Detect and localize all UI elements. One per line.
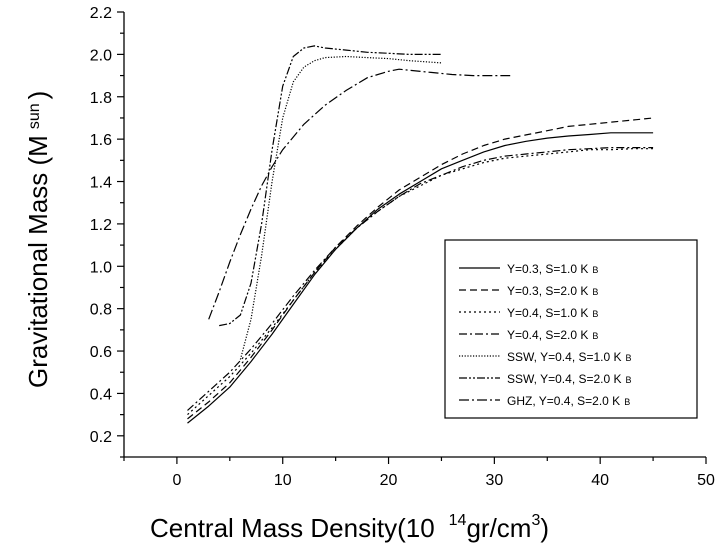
- x-tick-label: 0: [172, 472, 181, 489]
- y-tick-label: 1.2: [90, 217, 112, 234]
- legend: Y=0.3, S=1.0 K B Y=0.3, S=2.0 K B Y=0.4, S=1…: [444, 239, 698, 419]
- y-axis-title: Gravitational Mass (Msun): [23, 91, 53, 388]
- y-tick-label: 2.2: [90, 5, 112, 22]
- y-tick-label: 1.8: [90, 90, 112, 107]
- series-line-3: [187, 148, 654, 416]
- x-tick-label: 30: [485, 472, 503, 489]
- y-tick-label: 0.6: [90, 344, 112, 361]
- x-axis-title: Central Mass Density(10 14gr/cm3): [150, 512, 549, 543]
- x-tick-label: 40: [591, 472, 609, 489]
- series-line-7: [208, 68, 511, 320]
- y-tick-label: 2.0: [90, 47, 112, 64]
- y-tick-label: 1.0: [90, 259, 112, 276]
- series-line-6: [219, 45, 442, 327]
- ticks: 0 10 20 30 40 50 0.2 0.4 0.6 0.8 1.0 1.2 1.4 1.6 1.8 2.…: [90, 5, 715, 489]
- y-tick-label: 0.2: [90, 429, 112, 446]
- axes: [123, 12, 706, 458]
- x-tick-label: 10: [274, 472, 292, 489]
- series-line-4: [187, 147, 654, 411]
- legend-box: [444, 239, 698, 419]
- y-tick-label: 1.4: [90, 175, 112, 192]
- series: [187, 45, 654, 424]
- series-line-2: [187, 117, 654, 420]
- y-tick-label: 0.4: [90, 386, 112, 403]
- x-tick-label: 20: [380, 472, 398, 489]
- x-tick-label: 50: [697, 472, 715, 489]
- series-line-1: [187, 132, 654, 424]
- y-tick-label: 0.8: [90, 302, 112, 319]
- series-line-5: [239, 55, 442, 360]
- y-tick-label: 1.6: [90, 132, 112, 149]
